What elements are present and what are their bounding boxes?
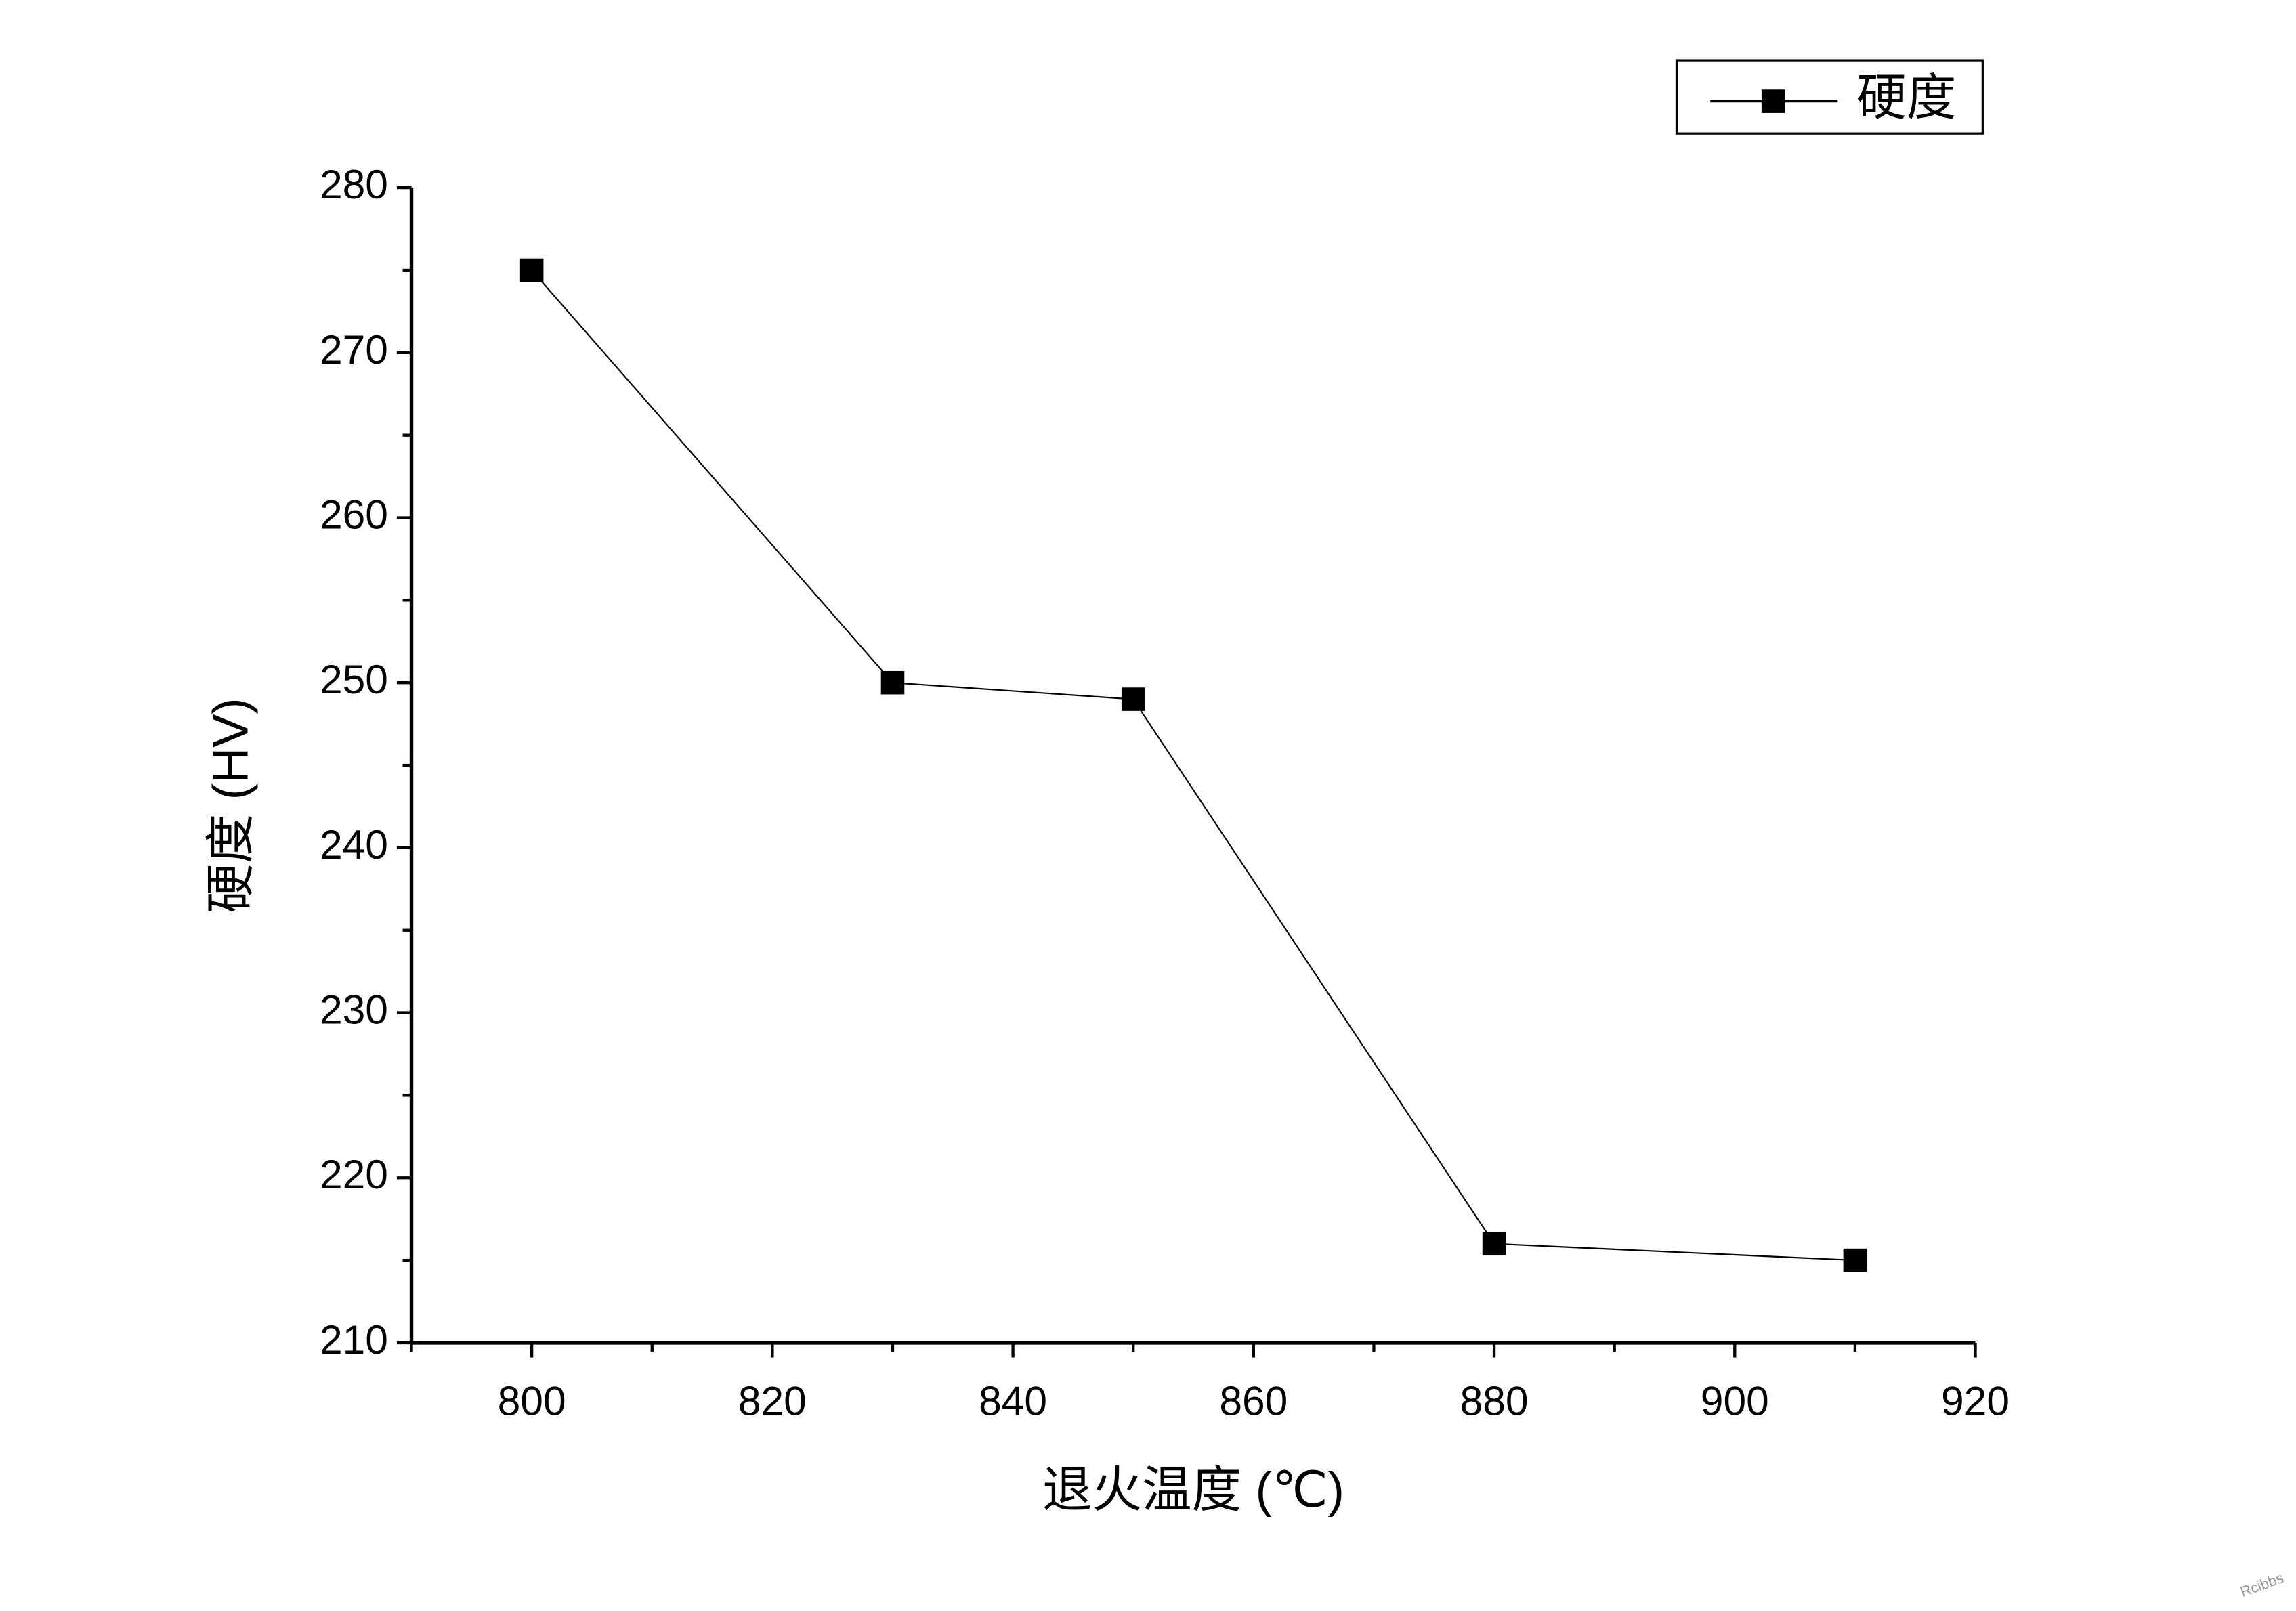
marker [1843, 1248, 1867, 1272]
marker [519, 258, 544, 282]
line [531, 270, 1855, 1262]
x-axis-label: 退火温度 (℃) [1042, 1461, 1344, 1518]
x-tick-label: 880 [1460, 1378, 1529, 1424]
x-tick-label: 920 [1941, 1378, 2010, 1424]
marker [880, 670, 905, 695]
y-tick-label: 280 [320, 161, 388, 207]
legend-marker [1761, 89, 1785, 113]
x-tick-label: 800 [498, 1378, 566, 1424]
y-tick-label: 240 [320, 821, 388, 867]
x-tick-label: 840 [979, 1378, 1047, 1424]
marker [1121, 687, 1145, 711]
x-tick-label: 900 [1701, 1378, 1769, 1424]
y-tick-label: 210 [320, 1316, 388, 1362]
x-tick-label: 860 [1219, 1378, 1288, 1424]
y-axis-label: 硬度 (HV) [202, 697, 258, 913]
y-tick-label: 230 [320, 987, 388, 1033]
y-tick-label: 260 [320, 491, 388, 537]
marker [1482, 1232, 1506, 1256]
y-tick-label: 220 [320, 1151, 388, 1197]
legend-box [1675, 59, 1984, 135]
y-tick-label: 270 [320, 326, 388, 372]
watermark: Rcibbs [2238, 1569, 2286, 1600]
legend-label: 硬度 [1856, 69, 1956, 125]
x-tick-label: 820 [738, 1378, 807, 1424]
y-tick-label: 250 [320, 656, 388, 702]
